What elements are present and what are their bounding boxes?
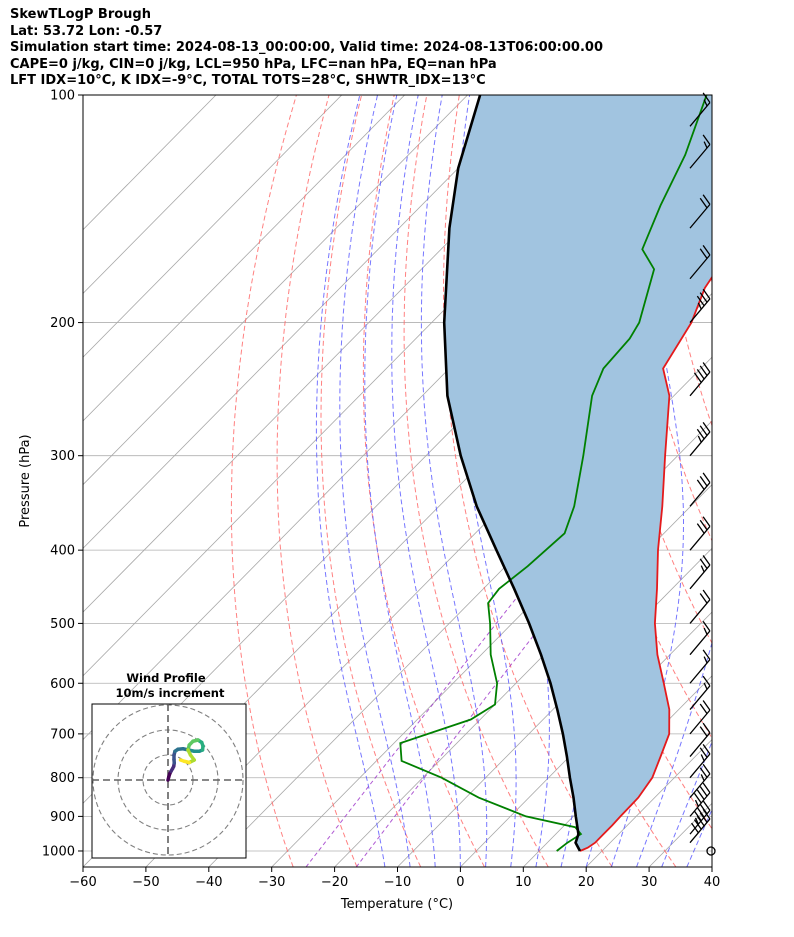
wind-barb [689, 763, 711, 799]
dry-adiabat [230, 95, 297, 867]
dry-adiabat [276, 95, 358, 867]
hodograph-trace [178, 758, 186, 763]
calm-wind-marker [706, 846, 716, 856]
isotherm-line [775, 95, 794, 867]
isotherm-line [711, 866, 712, 867]
inset-title: Wind Profile [126, 671, 206, 685]
wind-barb [689, 421, 711, 457]
chart-title: SkewTLogP Brough [10, 7, 151, 22]
x-tick-label: 30 [641, 875, 658, 890]
isotherm-line [83, 95, 468, 486]
x-tick-label: 10 [515, 875, 532, 890]
wind-barb [689, 555, 711, 590]
x-axis-label: Temperature (°C) [340, 897, 453, 912]
x-tick-label: −20 [321, 875, 348, 890]
y-tick-label: 300 [50, 449, 75, 464]
moist-adiabat [711, 865, 712, 867]
moist-adiabat [315, 95, 386, 867]
hodograph [92, 704, 246, 858]
wind-barb [689, 472, 711, 507]
isotherm-line [83, 95, 531, 549]
y-tick-label: 200 [50, 316, 75, 331]
wind-barb [689, 722, 711, 757]
isotherm-line [83, 95, 217, 231]
y-tick-label: 900 [50, 810, 75, 825]
moist-adiabat [420, 95, 488, 867]
x-tick-label: 20 [578, 875, 595, 890]
isotherm-line [83, 95, 280, 295]
stability-indices: LFT IDX=10°C, K IDX=-9°C, TOTAL TOTS=28°… [10, 73, 486, 88]
dry-adiabat [403, 95, 549, 867]
x-axis-ticks: −60 −50 −40 −30 −20 −10 0 10 20 30 40 [69, 867, 720, 890]
convective-indices: CAPE=0 j/kg, CIN=0 j/kg, LCL=950 hPa, LF… [10, 56, 497, 72]
wind-barb [689, 134, 711, 169]
simulation-times: Simulation start time: 2024-08-13_00:00:… [10, 40, 603, 55]
isotherm-line [334, 484, 712, 867]
wind-barbs [689, 92, 716, 856]
wind-barb [689, 700, 711, 735]
y-tick-label: 800 [50, 771, 75, 786]
wind-barb [689, 649, 711, 684]
y-tick-label: 1000 [42, 844, 75, 859]
mixing-ratio-line [305, 549, 555, 867]
wind-barb [689, 620, 711, 656]
moist-adiabat [636, 95, 712, 867]
y-axis-ticks: 1000 900 800 700 600 500 400 300 200 100 [42, 89, 83, 859]
y-tick-label: 700 [50, 727, 75, 742]
chart-header: SkewTLogP Brough Lat: 53.72 Lon: -0.57 S… [10, 7, 603, 90]
x-tick-label: −30 [258, 875, 285, 890]
y-axis-label: Pressure (hPa) [18, 434, 33, 527]
y-tick-label: 100 [50, 89, 75, 104]
y-tick-label: 500 [50, 617, 75, 632]
y-tick-label: 600 [50, 677, 75, 692]
wind-barb [689, 362, 711, 397]
wind-barb [689, 800, 711, 835]
isotherm-line [83, 95, 405, 422]
x-tick-label: −10 [384, 875, 411, 890]
station-location: Lat: 53.72 Lon: -0.57 [10, 23, 163, 39]
plot-area [83, 95, 794, 867]
y-tick-label: 400 [50, 544, 75, 559]
parcel-line [442, 95, 582, 852]
dry-adiabat [753, 95, 794, 867]
dry-adiabat [720, 95, 794, 867]
temperature-line [579, 275, 712, 852]
isotherm-line [397, 547, 712, 867]
dry-adiabat [443, 95, 613, 867]
wind-barb [689, 194, 711, 229]
cape-shaded-area [444, 95, 712, 851]
wind-barb [689, 288, 711, 323]
moist-adiabat [339, 95, 411, 867]
wind-barb [689, 516, 711, 551]
x-tick-label: −40 [195, 875, 222, 890]
x-tick-label: 40 [704, 875, 721, 890]
x-tick-label: −50 [132, 875, 159, 890]
moist-adiabat [391, 95, 461, 867]
wind-barb [689, 675, 711, 710]
wind-barb [689, 589, 711, 624]
wind-barb [689, 244, 711, 280]
wind-barb [689, 782, 711, 817]
x-tick-label: 0 [456, 875, 464, 890]
dry-adiabat [785, 95, 794, 867]
inset-subtitle: 10m/s increment [116, 686, 225, 700]
dewpoint-line [399, 95, 708, 852]
wind-profile-inset: Wind Profile 10m/s increment [91, 671, 247, 859]
isotherm-line [83, 95, 343, 358]
x-tick-label: −60 [69, 875, 96, 890]
wind-barb [689, 743, 711, 779]
dry-adiabat [320, 95, 422, 867]
moist-adiabat [610, 95, 684, 867]
